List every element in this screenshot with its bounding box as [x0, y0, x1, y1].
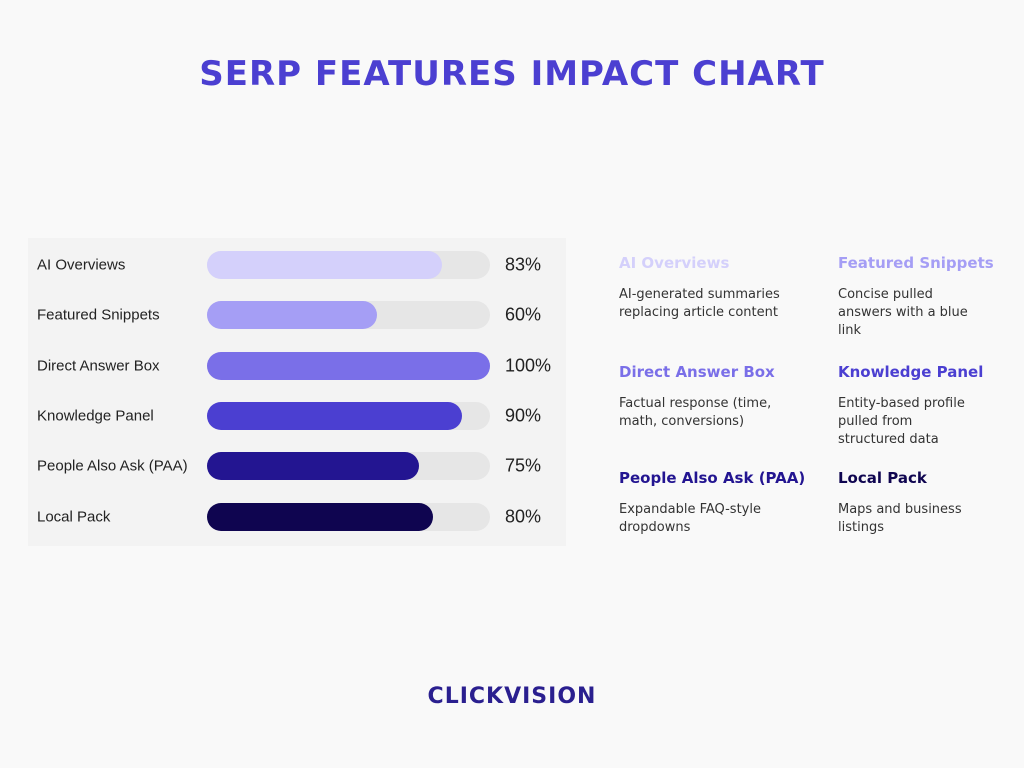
description-heading: Local Pack — [838, 469, 927, 487]
description-text: AI-generated summaries replacing article… — [619, 287, 780, 320]
chart-panel — [28, 238, 566, 546]
bar — [207, 503, 434, 531]
description-text: Factual response (time, math, conversion… — [619, 396, 772, 429]
description-text: Maps and business listings — [838, 502, 962, 535]
bar-track — [207, 452, 490, 480]
bar-track — [207, 352, 490, 380]
value-label: 80% — [505, 506, 542, 527]
value-label: 60% — [505, 304, 542, 325]
category-label: People Also Ask (PAA) — [37, 457, 188, 475]
bar-track — [207, 251, 490, 279]
bar-track — [207, 402, 490, 430]
brand-logo: CLICKVISION — [427, 684, 597, 709]
value-label: 100% — [505, 355, 552, 376]
value-label: 75% — [505, 455, 542, 476]
description-text: Concise pulled answers with a blue link — [838, 287, 968, 338]
description-heading: Featured Snippets — [838, 254, 994, 272]
bar — [207, 402, 462, 430]
value-label: 83% — [505, 254, 542, 275]
description-text: Entity-based profile pulled from structu… — [838, 396, 965, 447]
description-heading: People Also Ask (PAA) — [619, 469, 806, 487]
bar-track — [207, 301, 490, 329]
description-text: Expandable FAQ-style dropdowns — [619, 502, 761, 535]
bar — [207, 301, 377, 329]
bar — [207, 251, 442, 279]
bar — [207, 452, 420, 480]
category-label: Local Pack — [37, 508, 111, 526]
chart-title: SERP FEATURES IMPACT CHART — [199, 54, 825, 94]
category-label: Featured Snippets — [37, 306, 160, 324]
description-heading: Knowledge Panel — [838, 363, 984, 381]
category-label: Direct Answer Box — [37, 357, 160, 375]
category-label: Knowledge Panel — [37, 407, 154, 425]
description-heading: AI Overviews — [619, 254, 730, 272]
value-label: 90% — [505, 405, 542, 426]
description-heading: Direct Answer Box — [619, 363, 775, 381]
bar — [207, 352, 490, 380]
bar-track — [207, 503, 490, 531]
category-label: AI Overviews — [37, 256, 126, 274]
